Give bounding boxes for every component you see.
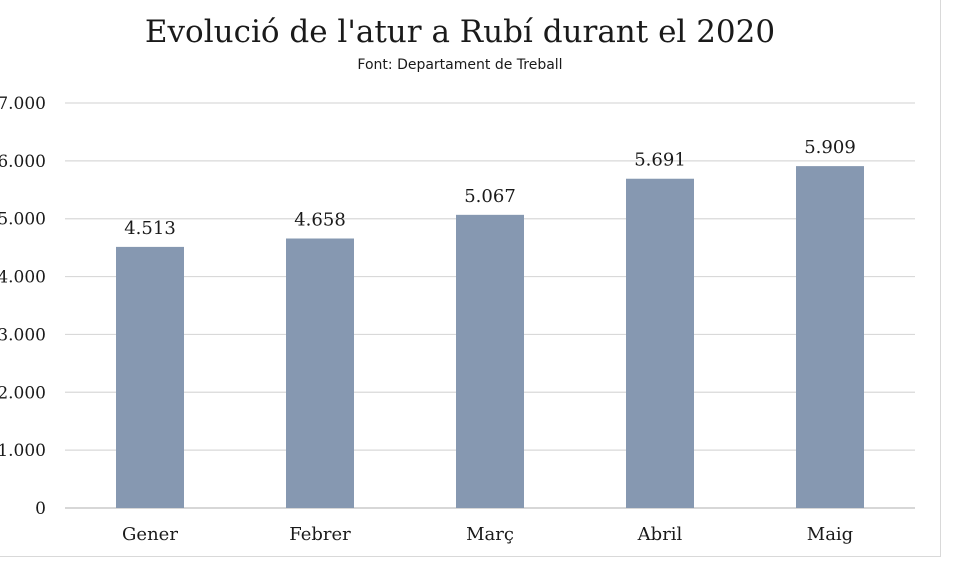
data-label: 4.658 [294,210,346,231]
y-tick-label: 0 [35,499,46,519]
x-tick-label: Abril [637,524,683,545]
chart-frame: Evolució de l'atur a Rubí durant el 2020… [0,0,941,557]
y-tick-label: 4.000 [0,268,46,288]
y-tick-label: 6.000 [0,152,46,172]
data-label: 5.691 [634,150,686,171]
data-label: 5.909 [804,137,856,158]
y-tick-label: 2.000 [0,383,46,403]
y-tick-label: 5.000 [0,210,46,230]
x-tick-label: Gener [122,524,178,545]
chart-subtitle: Font: Departament de Treball [357,57,563,73]
x-tick-label: Febrer [289,524,351,545]
bar [286,238,354,508]
chart-title: Evolució de l'atur a Rubí durant el 2020 [144,14,776,50]
x-tick-label: Maig [807,524,853,545]
x-tick-label: Març [466,524,514,545]
data-label: 4.513 [124,218,176,239]
bar [116,246,184,508]
y-tick-label: 3.000 [0,325,46,345]
bar [626,178,694,509]
y-tick-label: 1.000 [0,441,46,461]
bar [456,214,524,508]
data-label: 5.067 [464,186,516,207]
bar-chart: 0 1.000 2.000 3.000 4.000 5.000 6.000 7.000 4.51… [0,94,915,545]
bar [796,166,864,509]
y-tick-label: 7.000 [0,94,46,114]
